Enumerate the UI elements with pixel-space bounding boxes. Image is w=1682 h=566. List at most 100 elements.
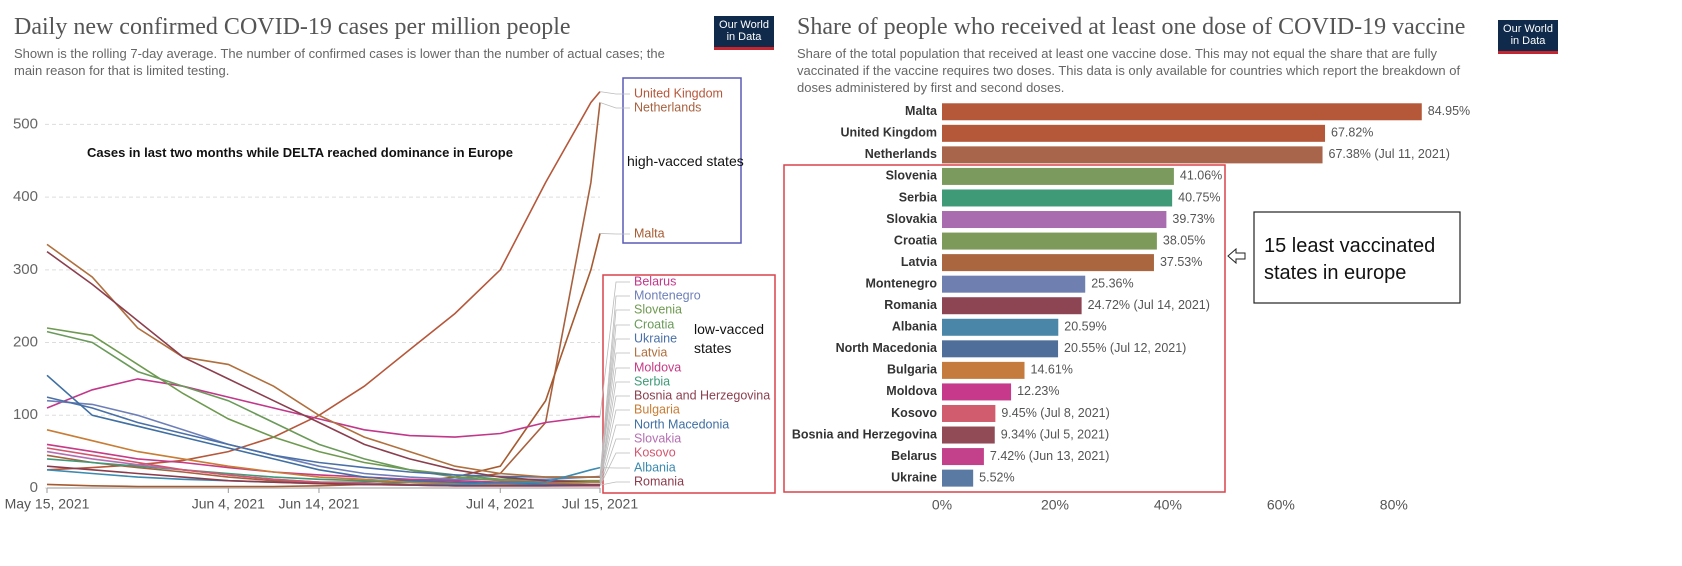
value-label: 84.95% — [1428, 104, 1470, 118]
y-tick-label: 500 — [13, 115, 38, 132]
category-label: Albania — [892, 320, 938, 334]
x-tick-label: 80% — [1380, 497, 1408, 513]
chart-subtitle: Share of the total population that recei… — [797, 46, 1461, 95]
label-connector — [599, 367, 630, 483]
legend-label: Serbia — [634, 374, 670, 388]
category-label: United Kingdom — [840, 126, 937, 140]
bar — [942, 448, 984, 466]
category-label: Slovenia — [886, 169, 938, 183]
series-line — [46, 374, 600, 486]
legend-label: Latvia — [634, 345, 667, 359]
value-label: 7.42% (Jun 13, 2021) — [990, 449, 1110, 463]
logo: Our World in Data — [714, 16, 774, 50]
value-label: 67.82% — [1331, 126, 1373, 140]
label-connector — [599, 452, 630, 486]
x-tick-label: Jun 14, 2021 — [278, 496, 359, 512]
category-label: Serbia — [899, 190, 938, 204]
label-connector — [599, 309, 630, 481]
logo: Our World in Data — [1498, 20, 1558, 54]
label-connector — [599, 409, 630, 483]
x-tick-label: Jul 15, 2021 — [562, 496, 638, 512]
category-label: Malta — [905, 104, 938, 118]
bar — [942, 146, 1323, 164]
annotation: high-vacced states — [627, 153, 744, 169]
label-connector — [599, 338, 630, 478]
value-label: 9.34% (Jul 5, 2021) — [1001, 427, 1109, 441]
x-tick-label: 20% — [1041, 497, 1069, 513]
label-connector — [599, 381, 630, 483]
value-label: 20.55% (Jul 12, 2021) — [1064, 341, 1186, 355]
legend-label: Malta — [634, 226, 665, 240]
legend-label: Montenegro — [634, 288, 701, 302]
x-tick-label: Jun 4, 2021 — [192, 496, 265, 512]
label-connector — [599, 438, 630, 486]
bar — [942, 361, 1025, 379]
series-line — [46, 233, 601, 488]
label-connector — [599, 481, 630, 486]
label-connector — [599, 352, 630, 478]
category-label: Montenegro — [865, 276, 937, 290]
category-label: Netherlands — [865, 147, 937, 161]
legend-label: Belarus — [634, 274, 676, 288]
annotation: Cases in last two months while DELTA rea… — [87, 145, 513, 160]
value-label: 24.72% (Jul 14, 2021) — [1088, 298, 1210, 312]
series-line — [46, 250, 600, 483]
chart-title: Daily new confirmed COVID-19 cases per m… — [14, 14, 571, 40]
label-connector — [599, 91, 630, 95]
label-connector — [599, 424, 630, 485]
value-label: 12.23% — [1017, 384, 1059, 398]
bar — [942, 211, 1167, 229]
category-label: Slovakia — [886, 212, 938, 226]
value-label: 9.45% (Jul 8, 2021) — [1001, 406, 1109, 420]
legend-label: Slovenia — [634, 302, 682, 316]
value-label: 20.59% — [1064, 320, 1106, 334]
legend-label: Ukraine — [634, 331, 677, 345]
legend-label: Bulgaria — [634, 402, 680, 416]
x-tick-label: 60% — [1267, 497, 1295, 513]
annotation: 15 least vaccinated states in europe — [1264, 235, 1436, 284]
bar — [942, 232, 1157, 250]
chart-subtitle: Shown is the rolling 7-day average. The … — [14, 46, 665, 78]
x-tick-label: May 15, 2021 — [5, 496, 90, 512]
category-label: Bosnia and Herzegovina — [792, 427, 938, 441]
legend-label: Moldova — [634, 360, 681, 374]
y-tick-label: 100 — [13, 406, 38, 423]
category-label: Latvia — [901, 255, 938, 269]
series-line — [46, 330, 600, 483]
category-label: Croatia — [894, 233, 938, 247]
y-tick-label: 400 — [13, 188, 38, 205]
highlight-box — [602, 274, 776, 494]
value-label: 5.52% — [979, 470, 1014, 484]
y-tick-label: 300 — [13, 261, 38, 278]
category-label: Belarus — [891, 449, 937, 463]
arrow — [1227, 247, 1246, 265]
value-label: 37.53% — [1160, 255, 1202, 269]
bar — [942, 189, 1173, 207]
value-label: 39.73% — [1172, 212, 1214, 226]
legend-label: Netherlands — [634, 100, 701, 114]
bar — [942, 404, 996, 422]
highlight-box — [783, 164, 1226, 493]
category-label: North Macedonia — [836, 341, 938, 355]
bar — [942, 297, 1082, 315]
bar — [942, 124, 1326, 142]
legend-label: Kosovo — [634, 445, 676, 459]
annotation: low-vacced states — [694, 321, 765, 356]
category-label: Bulgaria — [887, 363, 938, 377]
y-tick-label: 0 — [30, 479, 38, 496]
bar — [942, 340, 1059, 358]
series-line — [46, 378, 600, 438]
highlight-box — [622, 77, 742, 244]
value-label: 67.38% (Jul 11, 2021) — [1329, 147, 1450, 161]
x-tick-label: 40% — [1154, 497, 1182, 513]
label-connector — [599, 281, 630, 417]
legend-label: Albania — [634, 460, 676, 474]
value-label: 40.75% — [1178, 190, 1220, 204]
bar — [942, 383, 1012, 401]
x-tick-label: Jul 4, 2021 — [466, 496, 535, 512]
bar — [942, 426, 995, 444]
category-label: Romania — [884, 298, 938, 312]
label-connector — [599, 233, 630, 235]
label-connector — [599, 102, 630, 109]
